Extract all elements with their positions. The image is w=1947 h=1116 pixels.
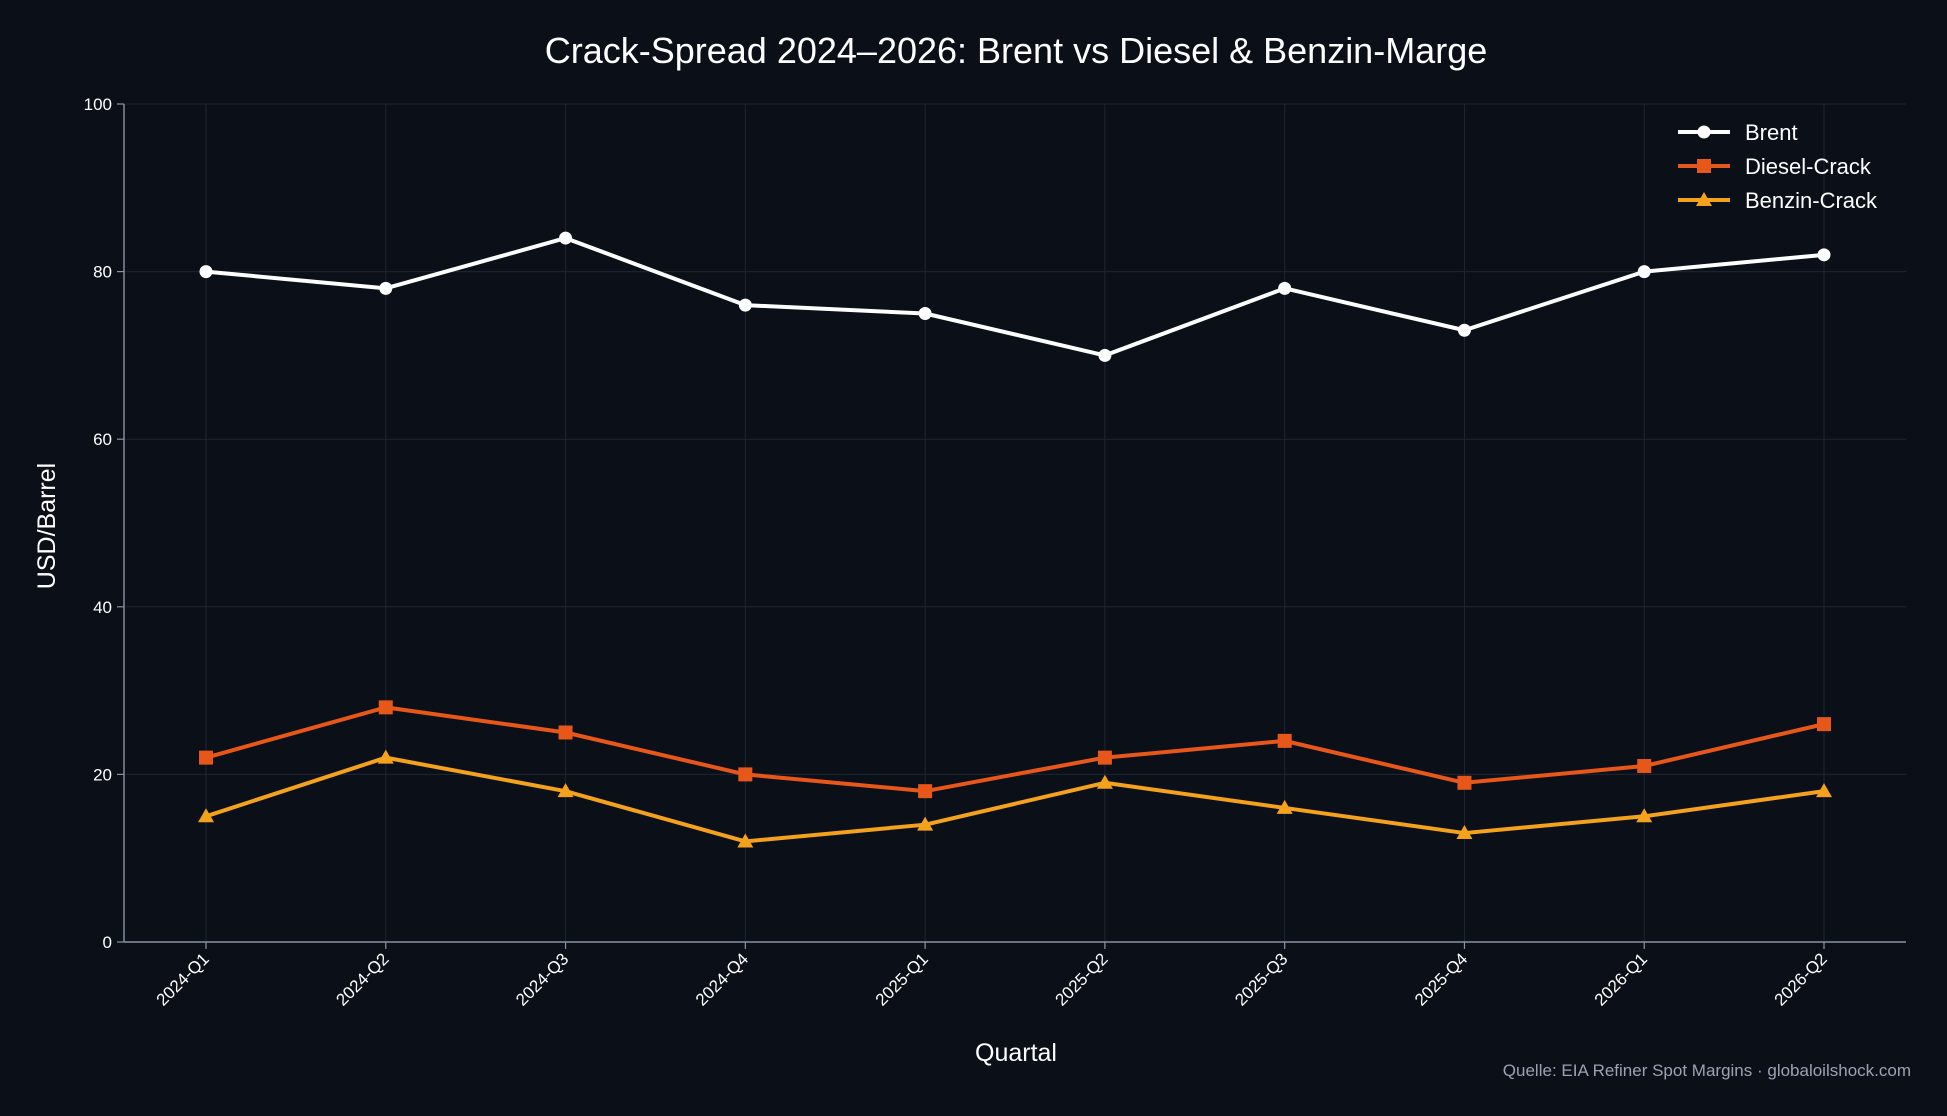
- legend-item-brent: Brent: [1678, 120, 1798, 145]
- data-point-diesel-crack: [918, 784, 933, 799]
- y-tick-label: 0: [103, 933, 112, 952]
- legend-label-brent: Brent: [1745, 120, 1798, 145]
- data-point-brent: [1457, 323, 1471, 337]
- x-axis-label: Quartal: [975, 1039, 1057, 1067]
- data-point-diesel-crack: [1277, 733, 1292, 748]
- data-point-benzin-crack: [1276, 799, 1293, 814]
- series-line-brent: [205, 236, 1825, 358]
- data-point-brent: [738, 298, 752, 312]
- data-point-brent: [379, 281, 393, 295]
- data-point-diesel-crack: [1817, 717, 1831, 732]
- data-point-diesel-crack: [199, 750, 213, 765]
- series-brent: [199, 231, 1831, 362]
- data-point-benzin-crack: [557, 783, 574, 798]
- data-point-benzin-crack: [1096, 774, 1113, 789]
- axes: [117, 103, 1906, 949]
- data-point-benzin-crack: [1456, 825, 1473, 840]
- series-line-benzin-crack: [205, 755, 1825, 844]
- data-point-brent: [1098, 348, 1112, 362]
- series-lines: [198, 231, 1832, 848]
- grid-lines: [124, 103, 1906, 943]
- legend-item-diesel-crack: Diesel-Crack: [1678, 154, 1872, 179]
- y-tick-label: 20: [93, 765, 112, 784]
- series-line-diesel-crack: [205, 705, 1825, 794]
- source-note: Quelle: EIA Refiner Spot Margins · globa…: [1503, 1061, 1911, 1080]
- y-tick-label: 60: [93, 430, 112, 449]
- data-point-brent: [1637, 265, 1651, 279]
- data-point-benzin-crack: [1636, 808, 1653, 823]
- y-tick-label: 100: [84, 95, 112, 114]
- series-diesel-crack: [199, 700, 1831, 799]
- y-tick-label: 40: [93, 598, 112, 617]
- legend-item-benzin-crack: Benzin-Crack: [1678, 188, 1878, 213]
- y-axis-label: USD/Barrel: [33, 463, 61, 589]
- y-tick-label: 80: [93, 263, 112, 282]
- data-point-diesel-crack: [1097, 750, 1112, 765]
- legend: Brent Diesel-Crack Benzin-Crack: [1678, 120, 1878, 213]
- data-point-diesel-crack: [1637, 759, 1652, 774]
- legend-marker-brent: [1697, 125, 1711, 139]
- data-point-brent: [199, 265, 213, 279]
- data-point-diesel-crack: [558, 725, 573, 740]
- data-point-brent: [918, 307, 932, 320]
- data-point-brent: [1278, 281, 1292, 295]
- data-point-brent: [1817, 248, 1831, 262]
- y-tick-labels: 0 20 40 60 80 100: [84, 95, 112, 952]
- legend-label-diesel-crack: Diesel-Crack: [1745, 154, 1872, 179]
- data-point-diesel-crack: [1457, 775, 1472, 790]
- data-point-brent: [559, 231, 573, 245]
- chart-title: Crack-Spread 2024–2026: Brent vs Diesel …: [545, 30, 1488, 71]
- series-benzin-crack: [198, 749, 1832, 848]
- legend-marker-diesel-crack: [1697, 159, 1711, 173]
- data-point-diesel-crack: [378, 700, 393, 715]
- legend-marker-benzin-crack: [1696, 192, 1712, 206]
- data-point-benzin-crack: [737, 833, 754, 848]
- data-point-benzin-crack: [1816, 783, 1832, 798]
- legend-label-benzin-crack: Benzin-Crack: [1745, 188, 1878, 213]
- data-point-benzin-crack: [377, 749, 394, 764]
- data-point-benzin-crack: [917, 816, 934, 831]
- data-point-diesel-crack: [738, 767, 753, 782]
- data-point-benzin-crack: [198, 808, 214, 823]
